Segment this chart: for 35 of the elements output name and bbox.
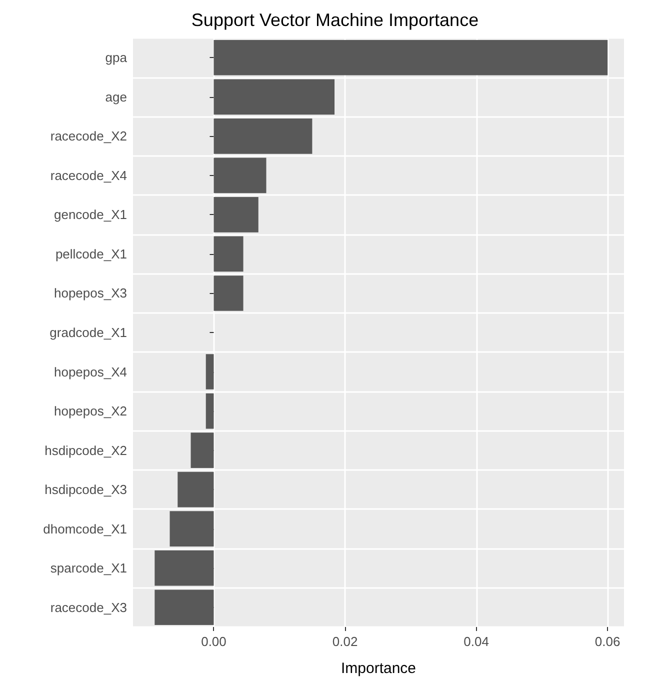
y-tick-label: hsdipcode_X3 xyxy=(44,482,127,498)
y-tick-label: racecode_X3 xyxy=(50,600,127,615)
bar xyxy=(154,550,214,586)
y-tick-label: racecode_X4 xyxy=(50,168,127,183)
y-tick-label: pellcode_X1 xyxy=(55,246,127,262)
bar xyxy=(206,393,214,429)
y-tick-label: hsdipcode_X2 xyxy=(44,442,127,458)
x-tick-label: 0.00 xyxy=(201,634,226,649)
y-tick-label: gpa xyxy=(105,50,128,66)
x-tick-label: 0.04 xyxy=(464,634,489,649)
bar xyxy=(214,197,258,232)
y-tick-label: hopepos_X3 xyxy=(54,286,127,301)
y-tick-label: hopepos_X4 xyxy=(54,364,127,380)
y-tick-label: gradcode_X1 xyxy=(50,325,127,340)
bar xyxy=(206,354,214,390)
y-tick-label: gencode_X1 xyxy=(54,207,127,222)
x-axis-title: Importance xyxy=(340,660,416,677)
bar xyxy=(214,236,244,272)
bar xyxy=(214,40,608,76)
y-tick-label: racecode_X2 xyxy=(50,128,127,144)
y-tick-label: hopepos_X2 xyxy=(54,404,127,419)
bar xyxy=(214,118,312,154)
y-tick-label: sparcode_X1 xyxy=(50,560,127,576)
bar xyxy=(178,472,214,508)
bar xyxy=(190,432,214,468)
bar xyxy=(170,511,214,547)
y-tick-label: dhomcode_X1 xyxy=(43,521,127,536)
x-tick-label: 0.02 xyxy=(332,634,358,649)
chart-title: Support Vector Machine Importance xyxy=(191,10,479,30)
bar xyxy=(214,79,335,115)
bar xyxy=(154,590,214,626)
bar xyxy=(214,276,244,311)
x-tick-label: 0.06 xyxy=(594,634,620,649)
y-tick-label: age xyxy=(105,89,127,104)
bar xyxy=(214,158,266,194)
